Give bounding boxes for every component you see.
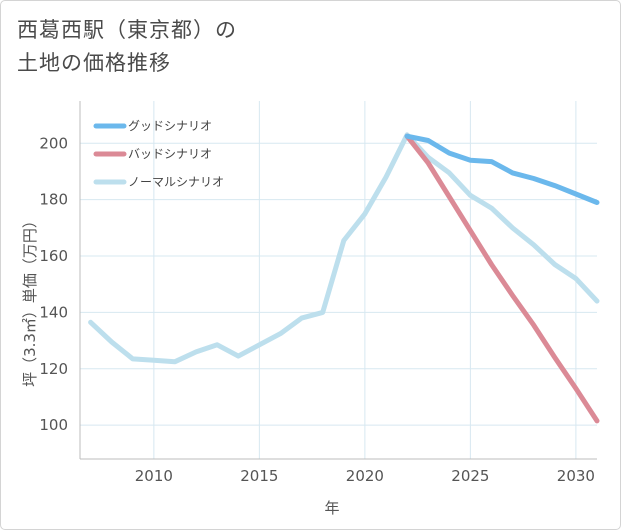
title-line-2: 土地の価格推移 xyxy=(17,51,171,75)
series-lines xyxy=(88,132,600,424)
legend-label-bad: バッドシナリオ xyxy=(128,147,212,161)
y-axis-label: 坪（3.3㎡）単価（万円） xyxy=(21,213,39,387)
axes: 100 120 140 160 180 200 2010 2015 2020 2025 2030 xyxy=(39,101,597,485)
x-tick-label: 2010 xyxy=(135,467,173,485)
x-tick-label: 2020 xyxy=(346,467,384,485)
x-tick-label: 2030 xyxy=(557,467,595,485)
legend-label-good: グッドシナリオ xyxy=(128,119,212,133)
y-tick-label: 140 xyxy=(39,303,68,321)
legend-label-normal: ノーマルシナリオ xyxy=(128,175,224,189)
y-tick-label: 180 xyxy=(39,191,68,209)
y-tick-label: 160 xyxy=(39,247,68,265)
series-line-normal xyxy=(88,132,600,365)
series-line-bad xyxy=(404,133,600,424)
y-tick-label: 100 xyxy=(39,416,68,434)
title-line-1: 西葛西駅（東京都）の xyxy=(17,18,237,42)
x-tick-label: 2025 xyxy=(451,467,489,485)
chart-title: 西葛西駅（東京都）の 土地の価格推移 xyxy=(17,14,237,80)
y-tick-label: 120 xyxy=(39,360,68,378)
series-line-good xyxy=(404,133,600,205)
x-tick-label: 2015 xyxy=(240,467,278,485)
x-axis-label: 年 xyxy=(324,499,339,517)
y-tick-label: 200 xyxy=(39,134,68,152)
